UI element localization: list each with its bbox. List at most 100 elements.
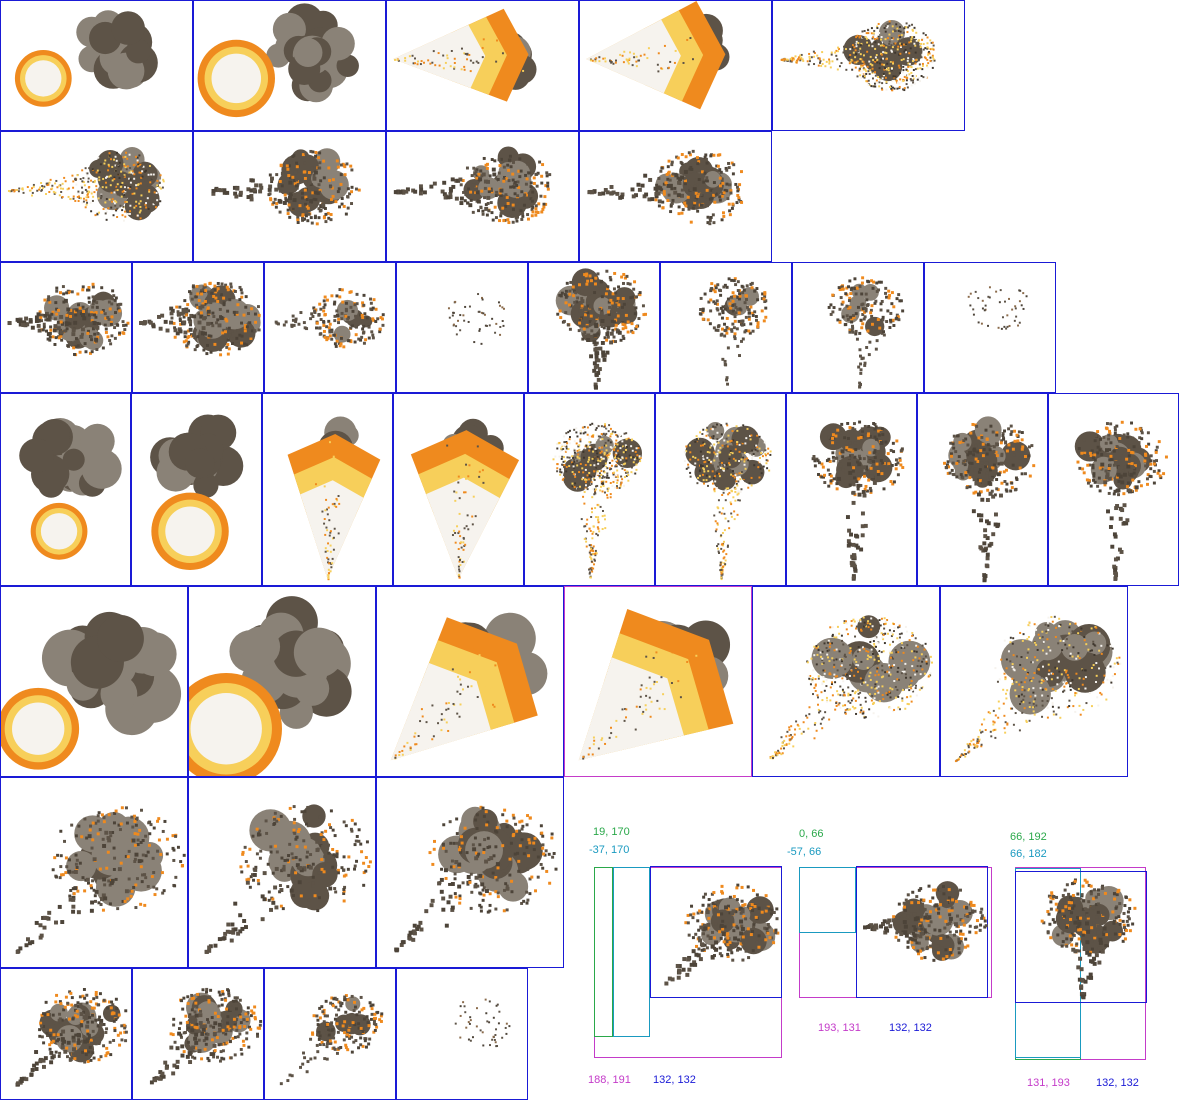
explosion-sprite bbox=[698, 277, 768, 386]
sprite-frame[interactable] bbox=[0, 393, 131, 586]
sprite-frame[interactable] bbox=[131, 393, 262, 586]
sprite-frame[interactable] bbox=[1048, 393, 1179, 586]
detail-sprite bbox=[863, 881, 988, 962]
explosion-sprite bbox=[390, 612, 548, 761]
sprite-frame[interactable] bbox=[0, 262, 132, 393]
explosion-sprite bbox=[410, 418, 520, 579]
sprite-frame[interactable] bbox=[655, 393, 786, 586]
sprite-frame[interactable] bbox=[0, 131, 193, 262]
explosion-sprite bbox=[14, 10, 158, 107]
explosion-sprite bbox=[683, 421, 772, 581]
explosion-sprite bbox=[274, 288, 385, 349]
sprite-frame[interactable] bbox=[660, 262, 792, 393]
explosion-sprite bbox=[447, 293, 505, 345]
explosion-sprite bbox=[1, 611, 182, 770]
explosion-sprite bbox=[211, 148, 361, 226]
explosion-sprite bbox=[780, 20, 936, 92]
explosion-sprite bbox=[189, 596, 352, 776]
sprite-frame[interactable] bbox=[188, 777, 376, 968]
explosion-sprite bbox=[578, 609, 734, 761]
explosion-sprite bbox=[586, 1, 730, 110]
explosion-sprite bbox=[7, 147, 165, 222]
sprite-frame[interactable] bbox=[264, 262, 396, 393]
bounds-box-blue bbox=[650, 866, 782, 998]
explosion-sprite bbox=[150, 414, 244, 571]
sprite-frame[interactable] bbox=[0, 777, 188, 968]
explosion-sprite bbox=[555, 268, 648, 390]
offset-label-green: 66, 192 bbox=[1010, 831, 1047, 843]
offset-box-cyan bbox=[799, 867, 856, 933]
sprite-frame[interactable] bbox=[396, 262, 528, 393]
explosion-sprite bbox=[15, 987, 128, 1087]
sprite-frame[interactable] bbox=[193, 0, 386, 131]
explosion-sprite bbox=[7, 282, 130, 357]
sprite-frame[interactable] bbox=[376, 777, 564, 968]
offset-label-green: 0, 66 bbox=[799, 828, 824, 840]
sprite-frame[interactable] bbox=[393, 393, 524, 586]
sprite-frame-selected[interactable] bbox=[564, 586, 752, 777]
explosion-sprite bbox=[19, 417, 122, 560]
detail-sprite bbox=[664, 883, 780, 986]
sprite-frame[interactable] bbox=[772, 0, 965, 131]
offset-label-cyan: -37, 170 bbox=[589, 844, 630, 856]
sprite-frame[interactable] bbox=[792, 262, 924, 393]
offset-box-cyan bbox=[613, 867, 650, 1037]
explosion-sprite bbox=[149, 987, 263, 1085]
explosion-sprite bbox=[811, 420, 905, 581]
sprite-frame[interactable] bbox=[579, 0, 772, 131]
sprite-frame[interactable] bbox=[376, 586, 564, 777]
explosion-sprite bbox=[587, 149, 744, 226]
sprite-frame[interactable] bbox=[193, 131, 386, 262]
explosion-sprite bbox=[943, 416, 1036, 583]
sprite-frame[interactable] bbox=[0, 968, 132, 1100]
sprite-frame[interactable] bbox=[940, 586, 1128, 777]
explosion-sprite bbox=[287, 416, 381, 581]
size-label-magenta: 131, 193 bbox=[1027, 1077, 1070, 1089]
explosion-sprite bbox=[15, 806, 186, 954]
size-label-magenta: 188, 191 bbox=[588, 1074, 631, 1086]
sprite-frame[interactable] bbox=[188, 586, 376, 777]
size-label-magenta: 193, 131 bbox=[818, 1022, 861, 1034]
explosion-sprite bbox=[552, 422, 643, 579]
sprite-frame[interactable] bbox=[264, 968, 396, 1100]
explosion-sprite bbox=[1074, 420, 1168, 581]
size-label-blue: 132, 132 bbox=[1096, 1077, 1139, 1089]
sprite-frame[interactable] bbox=[524, 393, 655, 586]
detail-sprite bbox=[1040, 878, 1137, 1000]
sprite-frame[interactable] bbox=[262, 393, 393, 586]
explosion-sprite bbox=[279, 994, 384, 1086]
sprite-frame[interactable] bbox=[786, 393, 917, 586]
sprite-frame[interactable] bbox=[396, 968, 528, 1100]
sprite-frame[interactable] bbox=[917, 393, 1048, 586]
sprite-frame[interactable] bbox=[924, 262, 1056, 393]
bounds-box-blue bbox=[1015, 871, 1147, 1003]
explosion-sprite bbox=[827, 276, 905, 389]
sprite-frame[interactable] bbox=[132, 262, 264, 393]
sprite-frame[interactable] bbox=[0, 0, 193, 131]
explosion-sprite bbox=[197, 3, 359, 118]
sprite-frame[interactable] bbox=[579, 131, 772, 262]
explosion-sprite bbox=[393, 8, 537, 102]
sprite-frame[interactable] bbox=[386, 0, 579, 131]
explosion-sprite bbox=[139, 281, 261, 357]
size-label-blue: 132, 132 bbox=[653, 1074, 696, 1086]
offset-box-green bbox=[594, 867, 613, 1037]
explosion-sprite bbox=[454, 998, 511, 1048]
sprite-frame[interactable] bbox=[132, 968, 264, 1100]
explosion-sprite bbox=[954, 615, 1122, 763]
bounds-box-blue bbox=[856, 866, 988, 998]
offset-label-cyan: 66, 182 bbox=[1010, 848, 1047, 860]
sprite-frame[interactable] bbox=[752, 586, 940, 777]
explosion-sprite bbox=[204, 804, 372, 954]
explosion-sprite bbox=[967, 286, 1028, 330]
explosion-sprite bbox=[394, 805, 558, 953]
size-label-blue: 132, 132 bbox=[889, 1022, 932, 1034]
explosion-sprite bbox=[769, 615, 933, 760]
sprite-frame[interactable] bbox=[528, 262, 660, 393]
offset-label-green: 19, 170 bbox=[593, 826, 630, 838]
explosion-sprite bbox=[393, 146, 552, 225]
sprite-frame[interactable] bbox=[386, 131, 579, 262]
sprite-frame[interactable] bbox=[0, 586, 188, 777]
offset-label-cyan: -57, 66 bbox=[787, 846, 822, 858]
